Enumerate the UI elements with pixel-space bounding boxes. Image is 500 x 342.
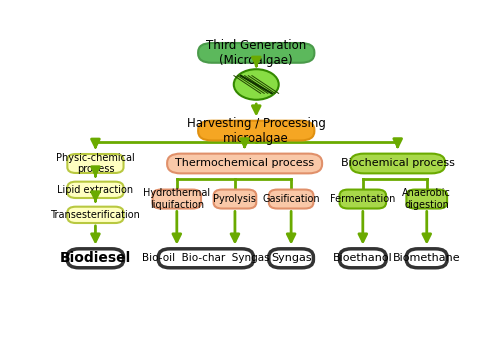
Text: Lipid extraction: Lipid extraction bbox=[58, 185, 134, 195]
FancyBboxPatch shape bbox=[269, 249, 314, 268]
Text: Anaerobic
digestion: Anaerobic digestion bbox=[402, 188, 451, 210]
FancyBboxPatch shape bbox=[350, 154, 445, 173]
FancyBboxPatch shape bbox=[406, 189, 447, 209]
FancyBboxPatch shape bbox=[406, 249, 447, 268]
FancyBboxPatch shape bbox=[68, 182, 124, 198]
Text: Bioethanol: Bioethanol bbox=[333, 253, 392, 263]
Text: Biodiesel: Biodiesel bbox=[60, 251, 131, 265]
FancyBboxPatch shape bbox=[152, 189, 201, 209]
Text: Physic-chemical
process: Physic-chemical process bbox=[56, 153, 135, 174]
FancyBboxPatch shape bbox=[68, 249, 124, 268]
Text: Pyrolysis: Pyrolysis bbox=[214, 194, 256, 204]
FancyBboxPatch shape bbox=[214, 189, 256, 209]
Text: Fermentation: Fermentation bbox=[330, 194, 396, 204]
FancyBboxPatch shape bbox=[198, 121, 314, 141]
FancyBboxPatch shape bbox=[340, 249, 386, 268]
Text: Biochemical process: Biochemical process bbox=[341, 158, 454, 169]
FancyBboxPatch shape bbox=[68, 154, 124, 173]
Text: Third Generation
(Microalgae): Third Generation (Microalgae) bbox=[206, 39, 306, 67]
Text: Harvesting / Processing
microalgae: Harvesting / Processing microalgae bbox=[187, 117, 326, 145]
Circle shape bbox=[234, 69, 278, 100]
Text: Biomethane: Biomethane bbox=[393, 253, 460, 263]
Text: Transesterification: Transesterification bbox=[50, 210, 140, 220]
FancyBboxPatch shape bbox=[68, 207, 124, 223]
FancyBboxPatch shape bbox=[269, 189, 314, 209]
Text: Hydrothermal
liquifaction: Hydrothermal liquifaction bbox=[144, 188, 210, 210]
Text: Gasification: Gasification bbox=[262, 194, 320, 204]
FancyBboxPatch shape bbox=[198, 43, 314, 63]
Text: Syngas: Syngas bbox=[271, 253, 312, 263]
FancyBboxPatch shape bbox=[340, 189, 386, 209]
FancyBboxPatch shape bbox=[167, 154, 322, 173]
Text: Bio-oil  Bio-char  Syngas: Bio-oil Bio-char Syngas bbox=[142, 253, 270, 263]
Text: Thermochemical process: Thermochemical process bbox=[175, 158, 314, 169]
FancyBboxPatch shape bbox=[158, 249, 254, 268]
